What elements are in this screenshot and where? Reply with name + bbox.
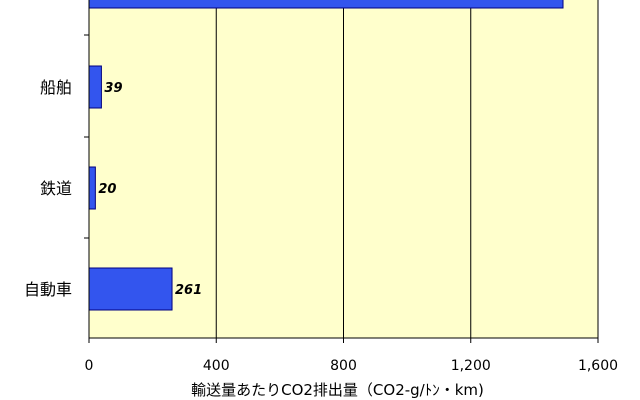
data-label-1: 20 [98,182,116,197]
bar-0 [88,65,102,109]
category-label-1: 鉄道 [40,179,72,198]
bar-top-partial [88,0,564,9]
x-tick-label-4: 1,600 [578,358,618,374]
data-labels: 39 20 261 [98,81,202,298]
x-tick-label-2: 800 [330,358,357,374]
bar-1 [88,166,96,210]
data-label-0: 39 [104,81,122,96]
x-tick-label-1: 400 [203,358,230,374]
grid-lines [215,0,599,338]
x-tick-label-3: 1,200 [451,358,491,374]
category-label-2: 自動車 [24,280,72,299]
category-label-0: 船舶 [40,78,72,97]
x-tick-labels: 0 400 800 1,200 1,600 [85,358,619,374]
axes [84,0,599,343]
x-tick-label-0: 0 [85,358,94,374]
data-label-2: 261 [175,283,202,298]
x-axis-title: 輸送量あたりCO2排出量（CO2-g/ﾄﾝ・km) [191,381,484,399]
bar-2 [88,267,173,311]
